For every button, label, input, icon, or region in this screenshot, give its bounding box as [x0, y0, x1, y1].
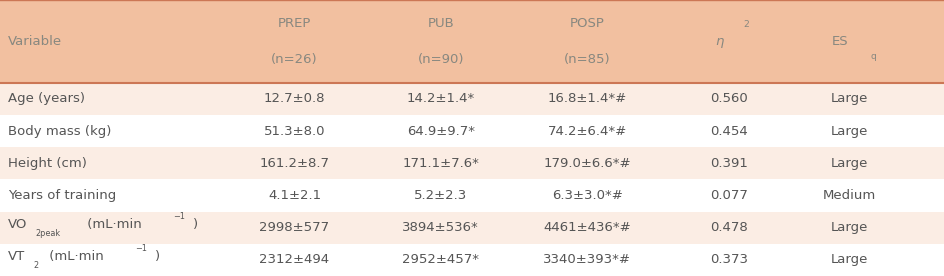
Bar	[0, 244, 944, 276]
Text: (mL·min: (mL·min	[45, 250, 104, 263]
Text: (mL·min: (mL·min	[83, 218, 142, 231]
Text: POSP: POSP	[570, 17, 604, 30]
Text: (n=85): (n=85)	[564, 53, 611, 66]
Bar	[0, 179, 944, 212]
Text: 2peak: 2peak	[36, 229, 61, 238]
Bar	[0, 115, 944, 147]
Text: 6.3±3.0*#: 6.3±3.0*#	[551, 189, 623, 202]
Text: q: q	[870, 52, 876, 61]
Text: Large: Large	[831, 92, 868, 105]
Text: 14.2±1.4*: 14.2±1.4*	[407, 92, 475, 105]
Text: Age (years): Age (years)	[8, 92, 85, 105]
Text: 74.2±6.4*#: 74.2±6.4*#	[548, 124, 627, 138]
Bar	[0, 147, 944, 179]
Text: 2998±577: 2998±577	[260, 221, 329, 234]
Text: −1: −1	[173, 212, 185, 221]
Text: 16.8±1.4*#: 16.8±1.4*#	[548, 92, 627, 105]
Text: 0.478: 0.478	[710, 221, 748, 234]
Text: Variable: Variable	[8, 35, 61, 48]
Text: Large: Large	[831, 221, 868, 234]
Text: 0.373: 0.373	[710, 253, 748, 266]
Text: 0.077: 0.077	[710, 189, 748, 202]
Text: Years of training: Years of training	[8, 189, 116, 202]
Text: Large: Large	[831, 157, 868, 170]
Text: 171.1±7.6*: 171.1±7.6*	[402, 157, 480, 170]
Text: 5.2±2.3: 5.2±2.3	[414, 189, 467, 202]
Text: VO: VO	[8, 218, 27, 231]
Text: Large: Large	[831, 253, 868, 266]
Text: PREP: PREP	[278, 17, 312, 30]
Text: 2: 2	[33, 261, 38, 270]
Text: Body mass (kg): Body mass (kg)	[8, 124, 111, 138]
Text: 51.3±8.0: 51.3±8.0	[263, 124, 326, 138]
Text: 3340±393*#: 3340±393*#	[543, 253, 632, 266]
Text: −1: −1	[135, 245, 147, 253]
Text: η: η	[716, 35, 723, 48]
Text: 2952±457*: 2952±457*	[402, 253, 480, 266]
Text: Height (cm): Height (cm)	[8, 157, 87, 170]
Text: 0.560: 0.560	[710, 92, 748, 105]
Text: ): )	[155, 250, 160, 263]
Text: 2: 2	[743, 20, 749, 29]
Text: ES: ES	[832, 35, 849, 48]
Bar	[0, 0, 944, 83]
Text: 64.9±9.7*: 64.9±9.7*	[407, 124, 475, 138]
Text: Large: Large	[831, 124, 868, 138]
Text: 2312±494: 2312±494	[260, 253, 329, 266]
Text: ): )	[193, 218, 197, 231]
Bar	[0, 212, 944, 244]
Text: 4.1±2.1: 4.1±2.1	[268, 189, 321, 202]
Text: PUB: PUB	[428, 17, 454, 30]
Text: 0.391: 0.391	[710, 157, 748, 170]
Text: 4461±436*#: 4461±436*#	[544, 221, 631, 234]
Text: (n=90): (n=90)	[417, 53, 464, 66]
Text: 161.2±8.7: 161.2±8.7	[260, 157, 329, 170]
Text: 179.0±6.6*#: 179.0±6.6*#	[544, 157, 631, 170]
Bar	[0, 83, 944, 115]
Text: VT: VT	[8, 250, 25, 263]
Text: 3894±536*: 3894±536*	[402, 221, 480, 234]
Text: 0.454: 0.454	[710, 124, 748, 138]
Text: (n=26): (n=26)	[271, 53, 318, 66]
Text: Medium: Medium	[823, 189, 876, 202]
Text: 12.7±0.8: 12.7±0.8	[263, 92, 326, 105]
